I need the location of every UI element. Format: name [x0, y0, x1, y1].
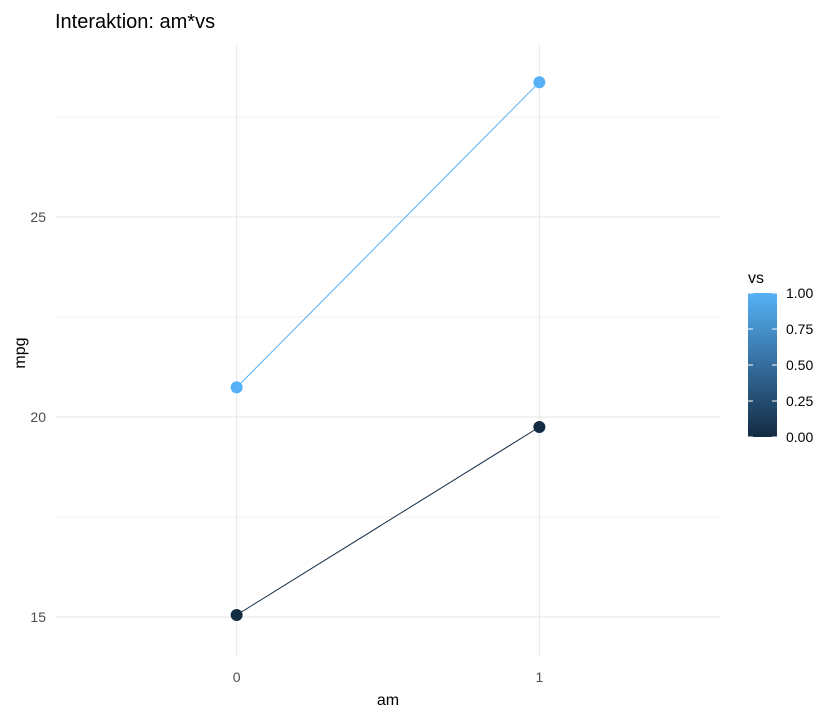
- series-layer: [230, 76, 546, 621]
- legend-tick-label: 0.00: [786, 429, 813, 445]
- y-tick-label: 25: [30, 209, 46, 225]
- y-tick-label: 15: [30, 609, 46, 625]
- series-line: [236, 426, 540, 616]
- y-axis-title: mpg: [12, 337, 29, 368]
- data-point: [533, 421, 546, 433]
- y-axis-ticks: 15 20 25: [30, 209, 46, 625]
- legend-ticks: 0.00 0.25 0.50 0.75 1.00: [748, 285, 813, 445]
- legend-tick-label: 1.00: [786, 285, 813, 301]
- y-tick-label: 20: [30, 409, 46, 425]
- data-point: [230, 381, 243, 394]
- grid: [55, 45, 721, 657]
- series-line: [236, 81, 540, 388]
- legend-tick-label: 0.25: [786, 393, 813, 409]
- data-point: [533, 76, 546, 89]
- chart-title: Interaktion: am*vs: [55, 11, 215, 33]
- color-legend: vs 0.00 0.25 0.50 0.75 1.00: [748, 270, 813, 445]
- x-tick-label: 0: [233, 669, 241, 685]
- legend-title: vs: [748, 270, 764, 287]
- x-axis-title: am: [377, 692, 399, 709]
- data-point: [230, 609, 243, 621]
- legend-tick-label: 0.75: [786, 321, 813, 337]
- x-tick-label: 1: [535, 669, 543, 685]
- legend-tick-label: 0.50: [786, 357, 813, 373]
